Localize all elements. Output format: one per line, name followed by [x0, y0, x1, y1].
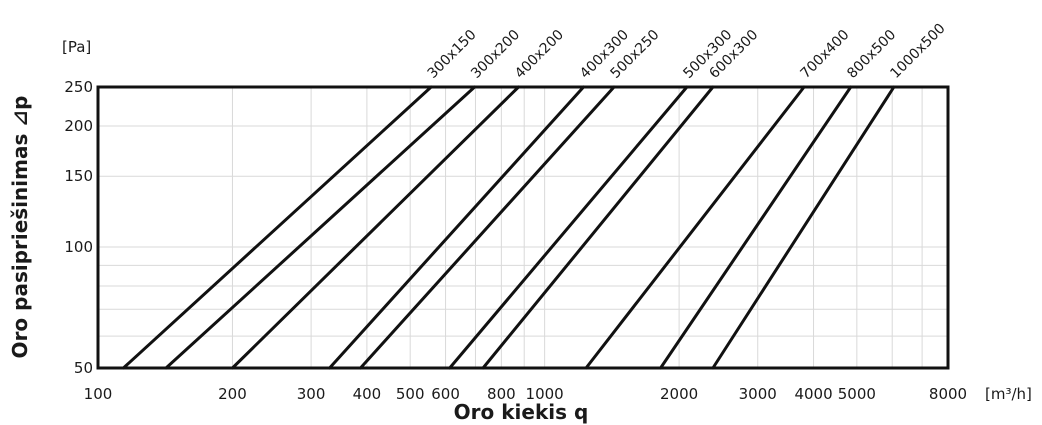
x-tick-label-10: 4000 — [794, 385, 832, 403]
series-line-500x300 — [448, 85, 689, 370]
y-tick-label-4: 250 — [64, 78, 93, 96]
x-tick-label-3: 400 — [353, 385, 382, 403]
x-tick-label-0: 100 — [84, 385, 113, 403]
series-line-400x200 — [230, 85, 521, 370]
y-tick-labels: 50 100 150 200 250 — [64, 78, 93, 377]
x-tick-label-7: 1000 — [526, 385, 564, 403]
x-axis-title: Oro kiekis q — [454, 400, 589, 424]
x-tick-label-11: 5000 — [838, 385, 876, 403]
y-tick-label-3: 200 — [64, 117, 93, 135]
x-tick-label-4: 500 — [396, 385, 425, 403]
y-tick-label-0: 50 — [74, 359, 93, 377]
series-line-700x400 — [584, 85, 806, 370]
y-unit-label: [Pa] — [62, 38, 91, 56]
series-line-300x200 — [164, 85, 477, 370]
x-tick-label-6: 800 — [487, 385, 516, 403]
x-tick-label-5: 600 — [431, 385, 460, 403]
series-line-300x150 — [121, 85, 433, 370]
x-tick-labels: 100 200 300 400 500 600 800 1000 2000 3000 4000 500… — [84, 385, 967, 403]
x-tick-label-8: 2000 — [660, 385, 698, 403]
series-line-400x300 — [328, 85, 586, 370]
series-line-1000x500 — [711, 85, 896, 370]
plot-frame — [96, 85, 950, 370]
y-tick-label-2: 150 — [64, 167, 93, 185]
x-unit-label: [m³/h] — [985, 385, 1032, 403]
y-tick-label-1: 100 — [64, 238, 93, 256]
series-lines — [121, 85, 896, 370]
series-line-800x500 — [659, 85, 853, 370]
x-tick-label-1: 200 — [218, 385, 247, 403]
x-tick-label-12: 8000 — [929, 385, 967, 403]
series-line-600x300 — [481, 85, 715, 370]
series-line-500x250 — [359, 85, 616, 370]
x-tick-label-2: 300 — [297, 385, 326, 403]
y-axis-title: Oro pasipriešinimas ⊿p — [8, 96, 32, 359]
x-tick-label-9: 3000 — [739, 385, 777, 403]
